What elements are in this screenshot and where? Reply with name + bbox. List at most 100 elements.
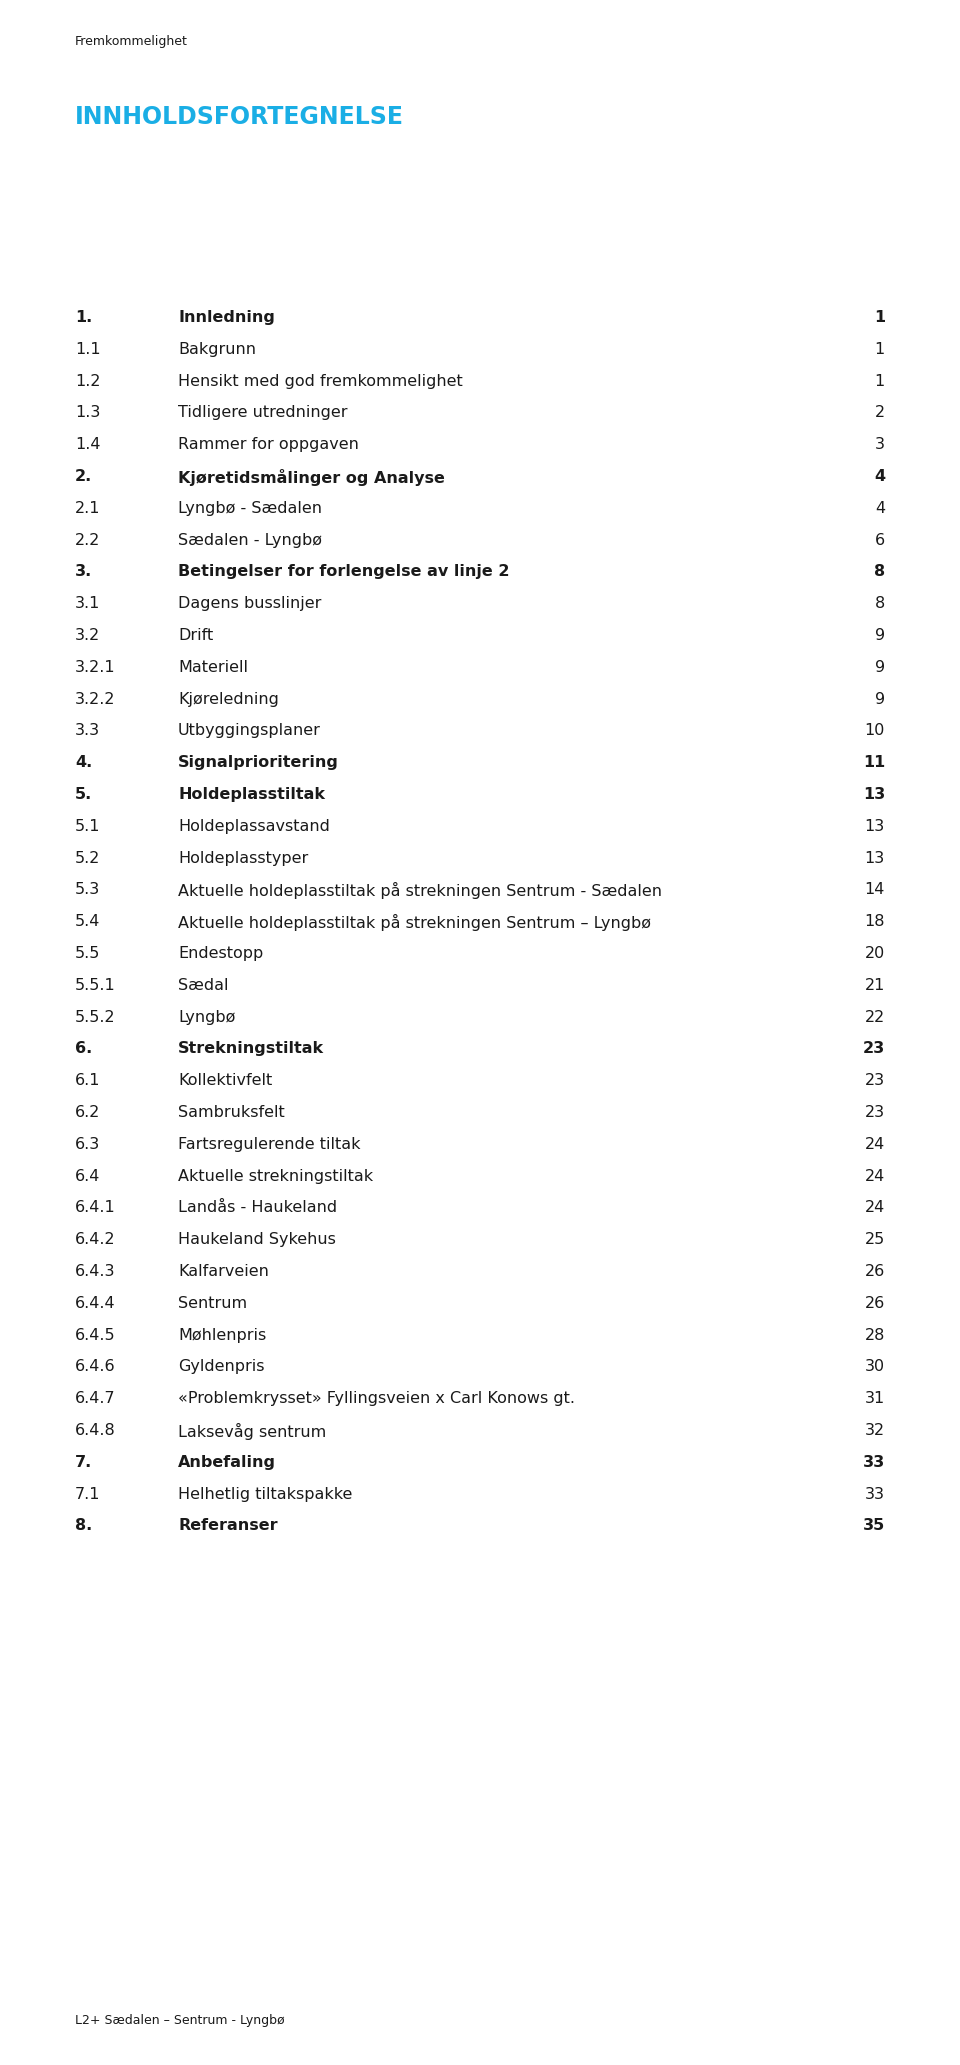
Text: 30: 30 bbox=[865, 1359, 885, 1375]
Text: 3: 3 bbox=[875, 438, 885, 452]
Text: Anbefaling: Anbefaling bbox=[178, 1456, 276, 1470]
Text: Endestopp: Endestopp bbox=[178, 946, 263, 960]
Text: 4.: 4. bbox=[75, 756, 92, 770]
Text: Kjøreledning: Kjøreledning bbox=[178, 692, 278, 706]
Text: 9: 9 bbox=[875, 661, 885, 675]
Text: 3.1: 3.1 bbox=[75, 597, 101, 611]
Text: Dagens busslinjer: Dagens busslinjer bbox=[178, 597, 322, 611]
Text: 1.: 1. bbox=[75, 310, 92, 324]
Text: 3.2.2: 3.2.2 bbox=[75, 692, 115, 706]
Text: 35: 35 bbox=[863, 1518, 885, 1534]
Text: 18: 18 bbox=[865, 915, 885, 929]
Text: 26: 26 bbox=[865, 1264, 885, 1278]
Text: 5.1: 5.1 bbox=[75, 820, 101, 834]
Text: 1.4: 1.4 bbox=[75, 438, 101, 452]
Text: 5.3: 5.3 bbox=[75, 882, 100, 898]
Text: Kollektivfelt: Kollektivfelt bbox=[178, 1074, 273, 1088]
Text: 8: 8 bbox=[875, 597, 885, 611]
Text: 6.: 6. bbox=[75, 1041, 92, 1057]
Text: Aktuelle holdeplasstiltak på strekningen Sentrum - Sædalen: Aktuelle holdeplasstiltak på strekningen… bbox=[178, 882, 662, 900]
Text: Drift: Drift bbox=[178, 628, 213, 642]
Text: 11: 11 bbox=[863, 756, 885, 770]
Text: 4: 4 bbox=[874, 469, 885, 483]
Text: Betingelser for forlengelse av linje 2: Betingelser for forlengelse av linje 2 bbox=[178, 564, 510, 580]
Text: 25: 25 bbox=[865, 1233, 885, 1247]
Text: 6.1: 6.1 bbox=[75, 1074, 101, 1088]
Text: Sambruksfelt: Sambruksfelt bbox=[178, 1105, 285, 1119]
Text: Strekningstiltak: Strekningstiltak bbox=[178, 1041, 324, 1057]
Text: 3.2: 3.2 bbox=[75, 628, 100, 642]
Text: 6.4: 6.4 bbox=[75, 1169, 101, 1183]
Text: 2.1: 2.1 bbox=[75, 502, 101, 516]
Text: Tidligere utredninger: Tidligere utredninger bbox=[178, 405, 348, 421]
Text: Rammer for oppgaven: Rammer for oppgaven bbox=[178, 438, 359, 452]
Text: 5.: 5. bbox=[75, 787, 92, 801]
Text: Kalfarveien: Kalfarveien bbox=[178, 1264, 269, 1278]
Text: 1.2: 1.2 bbox=[75, 374, 101, 388]
Text: 24: 24 bbox=[865, 1169, 885, 1183]
Text: 8: 8 bbox=[874, 564, 885, 580]
Text: Materiell: Materiell bbox=[178, 661, 248, 675]
Text: 6.4.1: 6.4.1 bbox=[75, 1200, 116, 1216]
Text: 6.4.6: 6.4.6 bbox=[75, 1359, 115, 1375]
Text: 9: 9 bbox=[875, 628, 885, 642]
Text: 20: 20 bbox=[865, 946, 885, 960]
Text: 14: 14 bbox=[865, 882, 885, 898]
Text: 6: 6 bbox=[875, 533, 885, 547]
Text: Fremkommelighet: Fremkommelighet bbox=[75, 35, 188, 47]
Text: 26: 26 bbox=[865, 1297, 885, 1311]
Text: 6.4.8: 6.4.8 bbox=[75, 1423, 116, 1437]
Text: 5.5.1: 5.5.1 bbox=[75, 979, 116, 993]
Text: Sædalen - Lyngbø: Sædalen - Lyngbø bbox=[178, 533, 322, 547]
Text: 23: 23 bbox=[865, 1105, 885, 1119]
Text: Laksevåg sentrum: Laksevåg sentrum bbox=[178, 1423, 326, 1439]
Text: 5.5.2: 5.5.2 bbox=[75, 1010, 115, 1024]
Text: 33: 33 bbox=[863, 1456, 885, 1470]
Text: Helhetlig tiltakspakke: Helhetlig tiltakspakke bbox=[178, 1487, 352, 1501]
Text: 5.5: 5.5 bbox=[75, 946, 101, 960]
Text: 3.2.1: 3.2.1 bbox=[75, 661, 115, 675]
Text: 7.1: 7.1 bbox=[75, 1487, 101, 1501]
Text: 31: 31 bbox=[865, 1392, 885, 1406]
Text: 9: 9 bbox=[875, 692, 885, 706]
Text: «Problemkrysset» Fyllingsveien x Carl Konows gt.: «Problemkrysset» Fyllingsveien x Carl Ko… bbox=[178, 1392, 575, 1406]
Text: 5.2: 5.2 bbox=[75, 851, 101, 865]
Text: 6.4.5: 6.4.5 bbox=[75, 1328, 115, 1342]
Text: 3.3: 3.3 bbox=[75, 723, 100, 739]
Text: 22: 22 bbox=[865, 1010, 885, 1024]
Text: 33: 33 bbox=[865, 1487, 885, 1501]
Text: 10: 10 bbox=[865, 723, 885, 739]
Text: 6.4.2: 6.4.2 bbox=[75, 1233, 115, 1247]
Text: Aktuelle holdeplasstiltak på strekningen Sentrum – Lyngbø: Aktuelle holdeplasstiltak på strekningen… bbox=[178, 915, 651, 931]
Text: 6.2: 6.2 bbox=[75, 1105, 101, 1119]
Text: Haukeland Sykehus: Haukeland Sykehus bbox=[178, 1233, 336, 1247]
Text: Lyngbø: Lyngbø bbox=[178, 1010, 235, 1024]
Text: Holdeplasstiltak: Holdeplasstiltak bbox=[178, 787, 325, 801]
Text: 6.4.3: 6.4.3 bbox=[75, 1264, 115, 1278]
Text: 28: 28 bbox=[865, 1328, 885, 1342]
Text: 7.: 7. bbox=[75, 1456, 92, 1470]
Text: Holdeplassavstand: Holdeplassavstand bbox=[178, 820, 330, 834]
Text: Fartsregulerende tiltak: Fartsregulerende tiltak bbox=[178, 1138, 361, 1152]
Text: 5.4: 5.4 bbox=[75, 915, 101, 929]
Text: Kjøretidsmålinger og Analyse: Kjøretidsmålinger og Analyse bbox=[178, 469, 444, 485]
Text: Holdeplasstyper: Holdeplasstyper bbox=[178, 851, 308, 865]
Text: 24: 24 bbox=[865, 1200, 885, 1216]
Text: 1: 1 bbox=[874, 310, 885, 324]
Text: 6.4.7: 6.4.7 bbox=[75, 1392, 115, 1406]
Text: Referanser: Referanser bbox=[178, 1518, 277, 1534]
Text: 1: 1 bbox=[875, 343, 885, 357]
Text: Sædal: Sædal bbox=[178, 979, 228, 993]
Text: Sentrum: Sentrum bbox=[178, 1297, 247, 1311]
Text: 3.: 3. bbox=[75, 564, 92, 580]
Text: 6.4.4: 6.4.4 bbox=[75, 1297, 115, 1311]
Text: 23: 23 bbox=[863, 1041, 885, 1057]
Text: Utbyggingsplaner: Utbyggingsplaner bbox=[178, 723, 321, 739]
Text: Landås - Haukeland: Landås - Haukeland bbox=[178, 1200, 337, 1216]
Text: 1.1: 1.1 bbox=[75, 343, 101, 357]
Text: 1.3: 1.3 bbox=[75, 405, 101, 421]
Text: INNHOLDSFORTEGNELSE: INNHOLDSFORTEGNELSE bbox=[75, 105, 404, 128]
Text: 13: 13 bbox=[865, 851, 885, 865]
Text: Lyngbø - Sædalen: Lyngbø - Sædalen bbox=[178, 502, 322, 516]
Text: 23: 23 bbox=[865, 1074, 885, 1088]
